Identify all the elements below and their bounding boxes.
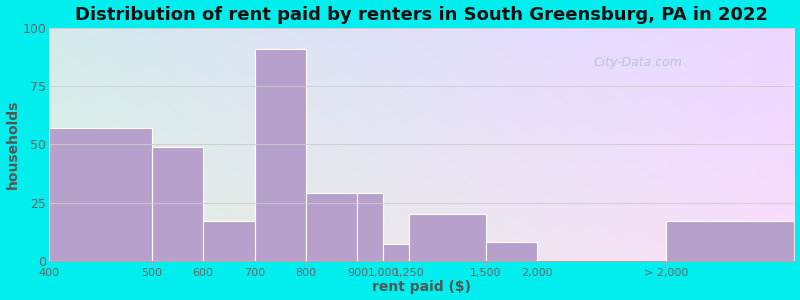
Y-axis label: households: households	[6, 100, 19, 189]
Bar	[152, 147, 203, 261]
Bar	[409, 214, 486, 261]
Bar	[383, 244, 409, 261]
Bar	[254, 49, 306, 261]
Bar	[486, 242, 538, 261]
Bar	[358, 193, 383, 261]
Text: City-Data.com: City-Data.com	[593, 56, 682, 69]
Bar	[666, 221, 794, 261]
Bar	[203, 221, 254, 261]
Title: Distribution of rent paid by renters in South Greensburg, PA in 2022: Distribution of rent paid by renters in …	[75, 6, 768, 24]
Bar	[306, 193, 358, 261]
Bar	[49, 128, 152, 261]
X-axis label: rent paid ($): rent paid ($)	[372, 280, 471, 294]
